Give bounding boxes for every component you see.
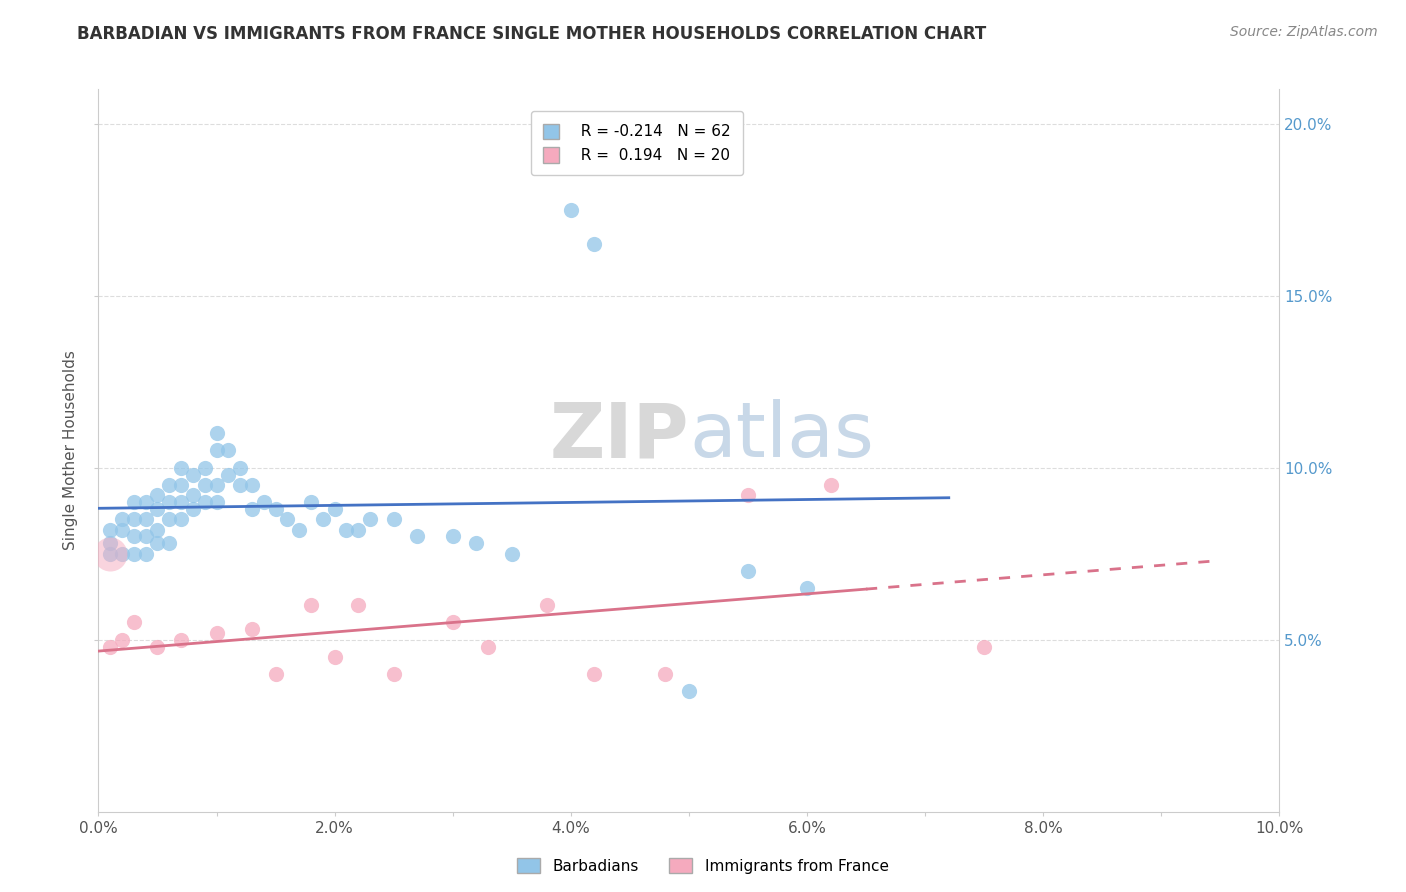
- Point: [146, 502, 169, 516]
- Point: [111, 547, 134, 561]
- Point: [217, 467, 239, 482]
- Point: [217, 443, 239, 458]
- Point: [477, 640, 499, 654]
- Point: [240, 502, 263, 516]
- Point: [135, 512, 157, 526]
- Point: [146, 523, 169, 537]
- Point: [111, 523, 134, 537]
- Point: [170, 632, 193, 647]
- Point: [157, 495, 180, 509]
- Point: [135, 495, 157, 509]
- Point: [678, 684, 700, 698]
- Point: [737, 488, 759, 502]
- Point: [654, 667, 676, 681]
- Point: [194, 495, 217, 509]
- Text: Source: ZipAtlas.com: Source: ZipAtlas.com: [1230, 25, 1378, 39]
- Point: [98, 547, 121, 561]
- Point: [181, 502, 204, 516]
- Point: [240, 478, 263, 492]
- Point: [194, 460, 217, 475]
- Point: [170, 478, 193, 492]
- Point: [229, 460, 252, 475]
- Point: [111, 632, 134, 647]
- Point: [406, 529, 429, 543]
- Point: [122, 512, 145, 526]
- Legend: Barbadians, Immigrants from France: Barbadians, Immigrants from France: [512, 852, 894, 880]
- Point: [276, 512, 298, 526]
- Point: [359, 512, 381, 526]
- Point: [347, 599, 370, 613]
- Point: [347, 523, 370, 537]
- Point: [737, 564, 759, 578]
- Point: [157, 512, 180, 526]
- Point: [157, 478, 180, 492]
- Point: [299, 599, 322, 613]
- Point: [264, 667, 287, 681]
- Point: [181, 488, 204, 502]
- Point: [205, 478, 228, 492]
- Point: [205, 443, 228, 458]
- Point: [312, 512, 335, 526]
- Point: [323, 649, 346, 664]
- Point: [536, 599, 558, 613]
- Point: [122, 615, 145, 630]
- Point: [205, 495, 228, 509]
- Point: [170, 512, 193, 526]
- Point: [111, 512, 134, 526]
- Point: [382, 667, 405, 681]
- Point: [98, 523, 121, 537]
- Point: [229, 478, 252, 492]
- Point: [323, 502, 346, 516]
- Point: [560, 202, 582, 217]
- Y-axis label: Single Mother Households: Single Mother Households: [63, 351, 79, 550]
- Point: [441, 529, 464, 543]
- Point: [194, 478, 217, 492]
- Point: [583, 667, 606, 681]
- Point: [98, 536, 121, 550]
- Point: [98, 640, 121, 654]
- Point: [796, 581, 818, 595]
- Point: [146, 640, 169, 654]
- Point: [122, 495, 145, 509]
- Point: [820, 478, 842, 492]
- Point: [583, 237, 606, 252]
- Point: [205, 426, 228, 441]
- Text: atlas: atlas: [689, 399, 873, 473]
- Point: [122, 529, 145, 543]
- Point: [253, 495, 276, 509]
- Point: [335, 523, 357, 537]
- Point: [465, 536, 488, 550]
- Legend:   R = -0.214   N = 62,   R =  0.194   N = 20: R = -0.214 N = 62, R = 0.194 N = 20: [531, 112, 742, 176]
- Point: [973, 640, 995, 654]
- Point: [288, 523, 311, 537]
- Point: [170, 495, 193, 509]
- Point: [157, 536, 180, 550]
- Point: [181, 467, 204, 482]
- Point: [146, 536, 169, 550]
- Point: [264, 502, 287, 516]
- Point: [240, 623, 263, 637]
- Text: ZIP: ZIP: [550, 399, 689, 473]
- Point: [299, 495, 322, 509]
- Point: [135, 529, 157, 543]
- Point: [170, 460, 193, 475]
- Point: [122, 547, 145, 561]
- Text: BARBADIAN VS IMMIGRANTS FROM FRANCE SINGLE MOTHER HOUSEHOLDS CORRELATION CHART: BARBADIAN VS IMMIGRANTS FROM FRANCE SING…: [77, 25, 987, 43]
- Point: [146, 488, 169, 502]
- Point: [205, 625, 228, 640]
- Point: [501, 547, 523, 561]
- Point: [441, 615, 464, 630]
- Point: [98, 547, 121, 561]
- Point: [382, 512, 405, 526]
- Point: [135, 547, 157, 561]
